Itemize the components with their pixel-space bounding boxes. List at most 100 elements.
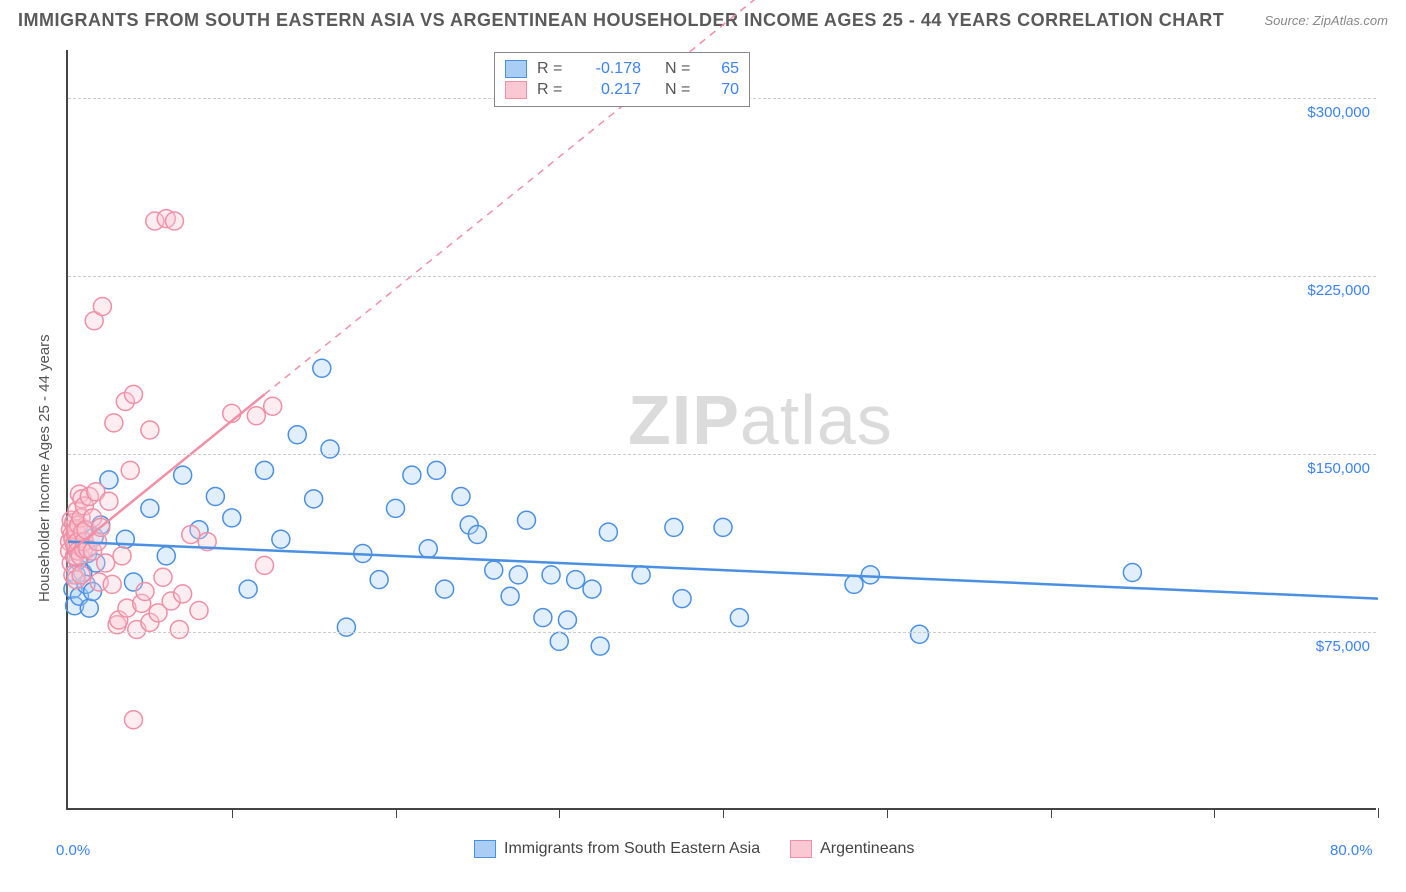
data-point-sea <box>370 571 388 589</box>
data-point-arg <box>190 602 208 620</box>
data-point-sea <box>845 575 863 593</box>
data-point-sea <box>534 609 552 627</box>
data-point-sea <box>567 571 585 589</box>
r-label: R = <box>537 60 571 78</box>
data-point-sea <box>468 526 486 544</box>
data-point-arg <box>247 407 265 425</box>
data-point-sea <box>321 440 339 458</box>
data-point-sea <box>239 580 257 598</box>
x-tick <box>887 808 888 818</box>
x-tick <box>232 808 233 818</box>
data-point-sea <box>427 461 445 479</box>
data-point-arg <box>256 556 274 574</box>
n-label: N = <box>665 60 699 78</box>
gridline-h <box>68 454 1376 455</box>
data-point-arg <box>72 566 90 584</box>
data-point-arg <box>125 385 143 403</box>
chart-title: IMMIGRANTS FROM SOUTH EASTERN ASIA VS AR… <box>18 10 1224 31</box>
data-point-sea <box>80 599 98 617</box>
data-point-sea <box>591 637 609 655</box>
gridline-h <box>68 276 1376 277</box>
legend-item-sea: Immigrants from South Eastern Asia <box>474 840 760 858</box>
data-point-sea <box>313 359 331 377</box>
data-point-arg <box>121 461 139 479</box>
chart-wrap: Householder Income Ages 25 - 44 years ZI… <box>34 42 1394 846</box>
data-point-sea <box>509 566 527 584</box>
legend-correlation: R = -0.178 N = 65R = 0.217 N = 70 <box>494 52 750 107</box>
y-tick-label: $300,000 <box>1307 104 1370 121</box>
data-point-sea <box>518 511 536 529</box>
data-point-arg <box>136 583 154 601</box>
data-point-sea <box>1123 564 1141 582</box>
swatch-arg <box>790 840 812 858</box>
data-point-arg <box>103 575 121 593</box>
data-point-arg <box>97 554 115 572</box>
data-point-sea <box>305 490 323 508</box>
data-point-arg <box>165 212 183 230</box>
data-point-sea <box>714 518 732 536</box>
title-bar: IMMIGRANTS FROM SOUTH EASTERN ASIA VS AR… <box>0 0 1406 39</box>
x-tick <box>396 808 397 818</box>
data-point-sea <box>911 625 929 643</box>
x-tick <box>1214 808 1215 818</box>
data-point-sea <box>542 566 560 584</box>
data-point-arg <box>113 547 131 565</box>
n-value: 65 <box>709 60 739 78</box>
r-value: 0.217 <box>581 81 641 99</box>
y-tick-label: $75,000 <box>1316 638 1370 655</box>
data-point-sea <box>387 499 405 517</box>
legend-corr-row-sea: R = -0.178 N = 65 <box>505 60 739 78</box>
swatch-sea <box>474 840 496 858</box>
x-tick <box>1378 808 1379 818</box>
data-point-sea <box>501 587 519 605</box>
data-point-sea <box>403 466 421 484</box>
data-point-sea <box>665 518 683 536</box>
data-point-sea <box>256 461 274 479</box>
x-tick <box>559 808 560 818</box>
x-axis-label-left: 0.0% <box>56 842 90 859</box>
data-point-arg <box>182 526 200 544</box>
gridline-h <box>68 632 1376 633</box>
legend-label: Argentineans <box>820 840 914 858</box>
source-label: Source: ZipAtlas.com <box>1264 13 1388 28</box>
data-point-sea <box>550 632 568 650</box>
data-point-sea <box>673 590 691 608</box>
y-axis-title: Householder Income Ages 25 - 44 years <box>36 334 53 602</box>
x-axis-label-right: 80.0% <box>1330 842 1373 859</box>
data-point-sea <box>157 547 175 565</box>
swatch-sea <box>505 60 527 78</box>
data-point-sea <box>337 618 355 636</box>
legend-item-arg: Argentineans <box>790 840 914 858</box>
x-tick <box>1051 808 1052 818</box>
data-point-sea <box>730 609 748 627</box>
data-point-sea <box>288 426 306 444</box>
data-point-sea <box>558 611 576 629</box>
data-point-sea <box>436 580 454 598</box>
y-tick-label: $150,000 <box>1307 460 1370 477</box>
n-label: N = <box>665 81 699 99</box>
plot-area: ZIPatlas $75,000$150,000$225,000$300,000 <box>66 50 1376 810</box>
data-point-sea <box>599 523 617 541</box>
data-point-sea <box>861 566 879 584</box>
data-point-sea <box>419 540 437 558</box>
swatch-arg <box>505 81 527 99</box>
data-point-arg <box>174 585 192 603</box>
data-point-sea <box>141 499 159 517</box>
data-point-arg <box>141 421 159 439</box>
data-point-arg <box>264 397 282 415</box>
data-point-arg <box>170 621 188 639</box>
data-point-sea <box>206 488 224 506</box>
data-point-arg <box>105 414 123 432</box>
data-point-sea <box>452 488 470 506</box>
n-value: 70 <box>709 81 739 99</box>
data-point-sea <box>632 566 650 584</box>
data-point-arg <box>154 568 172 586</box>
x-tick <box>723 808 724 818</box>
data-point-sea <box>223 509 241 527</box>
data-point-sea <box>174 466 192 484</box>
legend-label: Immigrants from South Eastern Asia <box>504 840 760 858</box>
legend-corr-row-arg: R =0.217N =70 <box>505 81 739 99</box>
data-point-sea <box>583 580 601 598</box>
r-value: -0.178 <box>581 60 641 78</box>
data-point-arg <box>93 298 111 316</box>
